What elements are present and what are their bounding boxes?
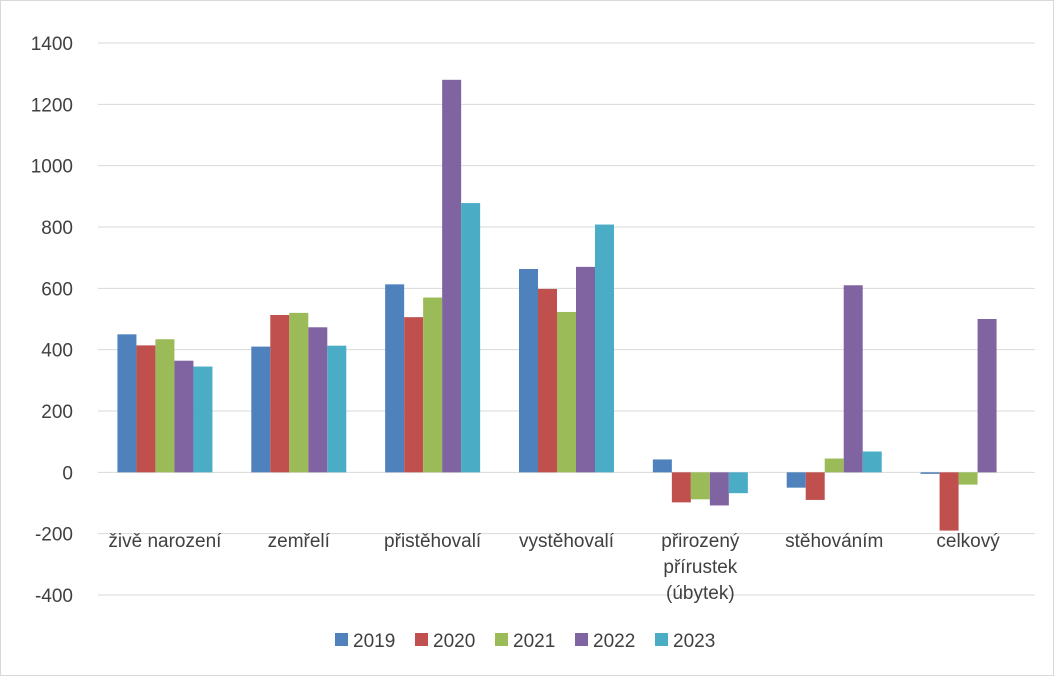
- bar-2021-cat-2: [423, 297, 443, 473]
- bar-2022-cat-2: [442, 79, 462, 473]
- legend-swatch-2023: [655, 633, 668, 646]
- legend-label-2023: 2023: [673, 631, 715, 652]
- bar-2023-cat-0: [193, 366, 213, 473]
- category-label: přírustek: [663, 557, 737, 578]
- bar-2020-cat-2: [404, 317, 424, 473]
- y-tick-label: 600: [41, 279, 73, 300]
- bar-2022-cat-5: [843, 285, 863, 473]
- bar-2022-cat-3: [576, 266, 595, 473]
- category-label: (úbytek): [666, 583, 735, 604]
- bar-2020-cat-6: [939, 472, 959, 531]
- bar-2019-cat-3: [519, 269, 538, 473]
- legend: 2019 2020 2021 2022 2023: [335, 631, 715, 652]
- bar-2021-cat-0: [155, 339, 175, 473]
- bar-2021-cat-4: [690, 472, 710, 500]
- y-tick-label: 1400: [31, 34, 73, 55]
- bar-2021-cat-5: [824, 458, 844, 473]
- bar-2022-cat-0: [174, 360, 194, 473]
- bar-2022-cat-1: [308, 327, 328, 473]
- bar-2020-cat-0: [136, 345, 156, 473]
- category-label: přirozený: [661, 531, 740, 552]
- bar-2020-cat-4: [671, 472, 691, 503]
- legend-label-2020: 2020: [433, 631, 475, 652]
- y-tick-label: 800: [41, 218, 73, 239]
- bar-2019-cat-5: [786, 472, 806, 488]
- legend-label-2022: 2022: [593, 631, 635, 652]
- bar-2019-cat-4: [652, 459, 672, 473]
- y-tick-label: 0: [62, 463, 73, 484]
- bar-2021-cat-3: [557, 311, 576, 473]
- bar-2019-cat-1: [251, 346, 271, 473]
- category-label: zemřelí: [268, 531, 331, 552]
- bar-2019-cat-6: [920, 472, 940, 474]
- category-label: celkový: [936, 531, 1000, 552]
- y-tick-label: -400: [35, 586, 73, 607]
- y-tick-label: 1200: [31, 95, 73, 116]
- category-label: přistěhovalí: [384, 531, 482, 552]
- y-axis-tick-labels: 1400 1200 1000 800 600 400 200 0 -200 -400: [31, 34, 73, 607]
- bars: [117, 79, 997, 531]
- bar-2023-cat-2: [461, 203, 481, 473]
- bar-2023-cat-5: [862, 451, 882, 473]
- bar-2023-cat-1: [327, 345, 347, 473]
- bar-2022-cat-4: [709, 472, 729, 506]
- bar-2022-cat-6: [977, 319, 997, 473]
- bar-2020-cat-3: [538, 288, 557, 473]
- y-tick-label: 200: [41, 402, 73, 423]
- legend-label-2021: 2021: [513, 631, 555, 652]
- bar-2021-cat-1: [289, 312, 309, 473]
- legend-swatch-2022: [575, 633, 588, 646]
- legend-label-2019: 2019: [353, 631, 395, 652]
- y-tick-label: 1000: [31, 157, 73, 178]
- category-label: živě narození: [108, 531, 222, 552]
- y-tick-label: -200: [35, 525, 73, 546]
- legend-swatch-2019: [335, 633, 348, 646]
- bar-2023-cat-3: [595, 224, 614, 473]
- bar-2020-cat-5: [805, 472, 825, 500]
- bar-2020-cat-1: [270, 315, 290, 473]
- y-tick-label: 400: [41, 341, 73, 362]
- category-label: vystěhovalí: [519, 531, 615, 552]
- category-labels: živě narození zemřelí přistěhovalí vystěhov…: [108, 531, 1000, 604]
- bar-2021-cat-6: [958, 472, 978, 485]
- bar-2023-cat-4: [728, 472, 748, 494]
- legend-swatch-2021: [495, 633, 508, 646]
- bar-2019-cat-0: [117, 334, 137, 473]
- category-label: stěhováním: [785, 531, 883, 552]
- bar-2019-cat-2: [385, 284, 405, 473]
- legend-swatch-2020: [415, 633, 428, 646]
